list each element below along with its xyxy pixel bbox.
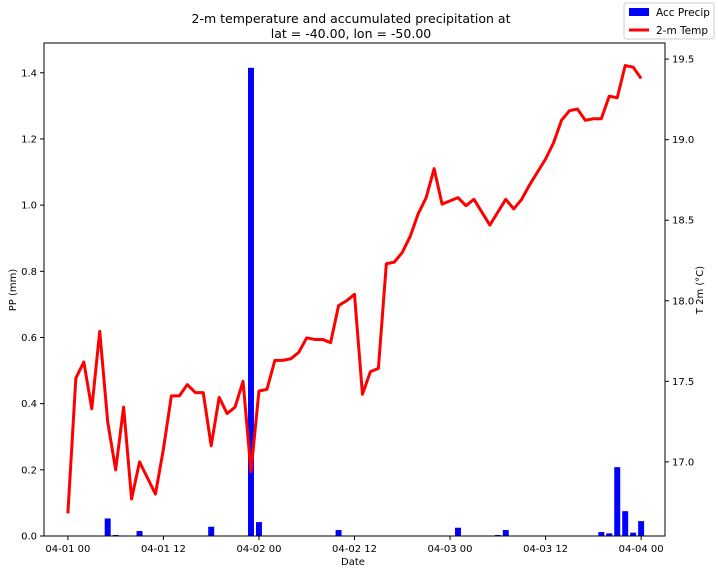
legend-precip-swatch bbox=[629, 8, 649, 16]
y-left-tick-label: 0.8 bbox=[21, 267, 37, 278]
y-left-tick-label: 0.0 bbox=[21, 532, 37, 543]
y-right-tick-label: 17.5 bbox=[672, 377, 694, 388]
precip-bar bbox=[638, 521, 645, 536]
x-tick-label: 04-02 12 bbox=[332, 544, 377, 555]
y-left-tick-label: 1.4 bbox=[21, 68, 37, 79]
y-left-axis-ticks: 0.0 0.2 0.4 0.6 0.8 1.0 1.2 1.4 bbox=[21, 68, 44, 543]
precip-bar bbox=[622, 511, 629, 536]
precip-bar bbox=[255, 522, 262, 536]
legend-precip-label: Acc Precip bbox=[656, 7, 710, 19]
precip-bar bbox=[502, 530, 509, 536]
precip-bar bbox=[455, 527, 461, 536]
y-left-tick-label: 0.2 bbox=[21, 465, 37, 476]
y-right-axis-ticks: 17.0 17.5 18.0 18.5 19.0 19.5 bbox=[665, 55, 694, 468]
x-tick-label: 04-03 12 bbox=[523, 544, 568, 555]
x-tick-label: 04-01 00 bbox=[45, 544, 90, 555]
precip-bar bbox=[248, 67, 254, 536]
x-tick-label: 04-01 12 bbox=[141, 544, 186, 555]
x-tick-label: 04-03 00 bbox=[428, 544, 473, 555]
y-right-tick-label: 19.5 bbox=[672, 55, 694, 66]
y-right-axis-label: T 2m (°C) bbox=[695, 266, 706, 315]
y-left-tick-label: 0.6 bbox=[21, 333, 37, 344]
x-tick-label: 04-04 00 bbox=[619, 544, 664, 555]
y-right-tick-label: 19.0 bbox=[672, 135, 694, 146]
precip-bar bbox=[208, 526, 215, 536]
precip-bar bbox=[606, 533, 613, 536]
y-right-tick-label: 17.0 bbox=[672, 457, 694, 468]
legend-temp-label: 2-m Temp bbox=[656, 25, 708, 37]
y-left-tick-label: 0.4 bbox=[21, 399, 37, 410]
temp-line-layer bbox=[66, 64, 643, 514]
precip-bar bbox=[335, 530, 342, 536]
plot-frame bbox=[43, 42, 666, 537]
y-right-tick-label: 18.5 bbox=[672, 216, 694, 227]
precip-bar bbox=[598, 532, 605, 536]
temp-line bbox=[66, 64, 643, 514]
y-left-tick-label: 1.0 bbox=[21, 201, 37, 212]
x-axis-label: Date bbox=[341, 557, 365, 568]
precip-bar bbox=[630, 532, 637, 536]
y-left-axis-label: PP (mm) bbox=[8, 269, 19, 312]
legend: Acc Precip 2-m Temp bbox=[623, 2, 715, 40]
chart-title-line-1: 2-m temperature and accumulated precipit… bbox=[192, 11, 511, 26]
precip-bar bbox=[614, 467, 621, 536]
precip-bar bbox=[136, 531, 143, 536]
x-tick-label: 04-02 00 bbox=[236, 544, 281, 555]
precip-bars bbox=[104, 67, 645, 536]
x-axis-ticks: 04-01 00 04-01 12 04-02 00 04-02 12 04-03 00… bbox=[45, 536, 664, 555]
y-left-tick-label: 1.2 bbox=[21, 134, 37, 145]
chart-title-line-2: lat = -40.00, lon = -50.00 bbox=[271, 26, 432, 41]
precip-bar bbox=[104, 518, 111, 536]
y-right-tick-label: 18.0 bbox=[672, 296, 694, 307]
